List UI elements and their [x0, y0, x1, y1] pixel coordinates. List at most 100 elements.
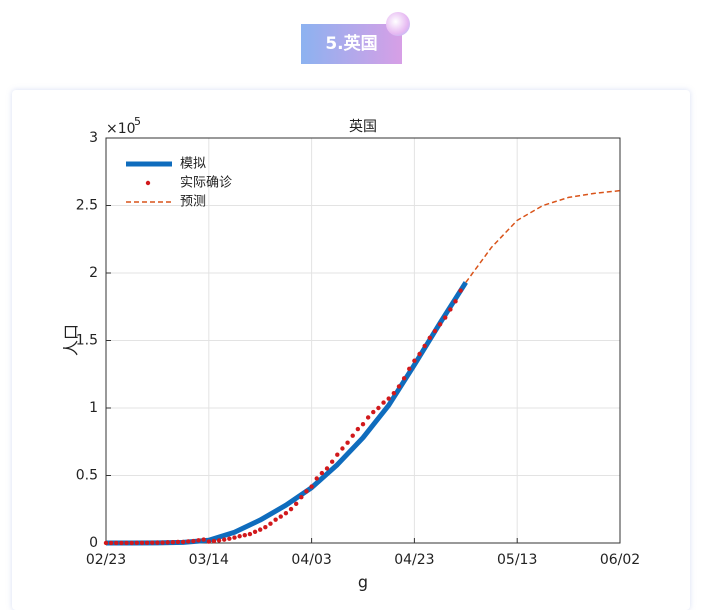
data-point [252, 529, 258, 534]
data-point [412, 358, 417, 363]
x-tick-label: 04/03 [291, 552, 331, 568]
data-point [319, 470, 325, 476]
data-point [237, 534, 242, 539]
y-scale-base: ×10 [106, 121, 136, 137]
data-point [371, 409, 376, 415]
x-tick-label: 03/14 [189, 552, 229, 568]
data-point [124, 540, 129, 546]
data-point [129, 540, 134, 546]
data-point [283, 510, 289, 516]
data-point [422, 343, 427, 349]
data-point [417, 351, 422, 357]
data-point [108, 540, 114, 546]
series-line [106, 281, 468, 546]
data-point [304, 489, 309, 494]
data-point [350, 433, 355, 438]
y-scale-exponent: 5 [134, 115, 141, 128]
data-point [391, 390, 397, 396]
data-point [263, 525, 268, 530]
x-tick-label: 02/23 [86, 552, 126, 568]
data-point [196, 538, 201, 543]
data-point [432, 328, 438, 334]
data-point [227, 536, 232, 541]
data-point [191, 538, 196, 544]
legend-label: 实际确诊 [180, 176, 232, 191]
card [12, 90, 690, 610]
data-point [386, 396, 391, 401]
y-tick-label: 0 [89, 535, 98, 551]
data-point [247, 531, 253, 537]
data-point [242, 532, 247, 538]
data-point [340, 446, 345, 451]
data-point [273, 517, 278, 522]
data-point [211, 538, 217, 544]
data-point [288, 506, 294, 512]
data-point [180, 539, 186, 545]
data-point [376, 405, 381, 411]
data-point [170, 540, 176, 545]
legend-label: 预测 [180, 195, 206, 210]
data-point [309, 484, 314, 489]
data-point [114, 540, 119, 546]
data-point [437, 322, 443, 327]
data-point [401, 376, 407, 381]
data-point [299, 495, 304, 500]
data-point [365, 415, 371, 420]
y-axis-label: 人口 [62, 324, 81, 356]
y-tick-label: 1.5 [76, 333, 98, 349]
data-point [222, 537, 227, 542]
data-point [314, 476, 319, 481]
data-point [160, 540, 165, 545]
x-tick-label: 06/02 [600, 552, 640, 568]
data-point [345, 440, 350, 445]
data-point [186, 539, 191, 544]
data-point [268, 521, 273, 526]
y-tick-label: 2.5 [76, 198, 98, 214]
y-tick-label: 1 [89, 400, 98, 416]
legend-marker [145, 180, 151, 186]
data-point [165, 540, 170, 545]
data-point [175, 539, 181, 545]
chart-title: 英国 [349, 118, 377, 135]
legend-label: 模拟 [180, 157, 206, 172]
data-point [103, 540, 109, 546]
data-point [396, 384, 402, 389]
data-point [360, 422, 366, 427]
x-tick-label: 05/13 [497, 552, 537, 568]
data-point [232, 535, 237, 540]
data-point [201, 537, 206, 542]
data-point [335, 452, 340, 457]
x-tick-label: 04/23 [394, 552, 434, 568]
series-line [465, 189, 621, 283]
data-point [216, 538, 222, 543]
y-tick-label: 0.5 [76, 468, 98, 484]
data-point [155, 540, 160, 545]
data-point [206, 539, 211, 544]
plot-frame [105, 137, 621, 544]
data-point [407, 366, 412, 372]
data-point [453, 299, 458, 304]
data-point [278, 514, 283, 519]
data-point [144, 540, 150, 545]
data-point [324, 466, 330, 471]
data-point [329, 459, 335, 464]
data-point [443, 315, 448, 320]
data-point [427, 335, 433, 340]
section-badge: 5.英国 [301, 24, 402, 64]
data-point [258, 527, 263, 532]
y-tick-label: 3 [89, 130, 98, 146]
data-point [355, 426, 361, 432]
data-point [150, 540, 155, 545]
y-tick-label: 2 [89, 265, 98, 281]
data-point [139, 540, 145, 546]
data-point [448, 307, 453, 312]
data-point [381, 400, 386, 405]
data-point [293, 501, 299, 507]
data-point [134, 540, 140, 546]
data-point [119, 540, 124, 546]
x-axis-label: g [358, 573, 368, 592]
data-point [458, 288, 463, 293]
decoration [386, 12, 410, 36]
